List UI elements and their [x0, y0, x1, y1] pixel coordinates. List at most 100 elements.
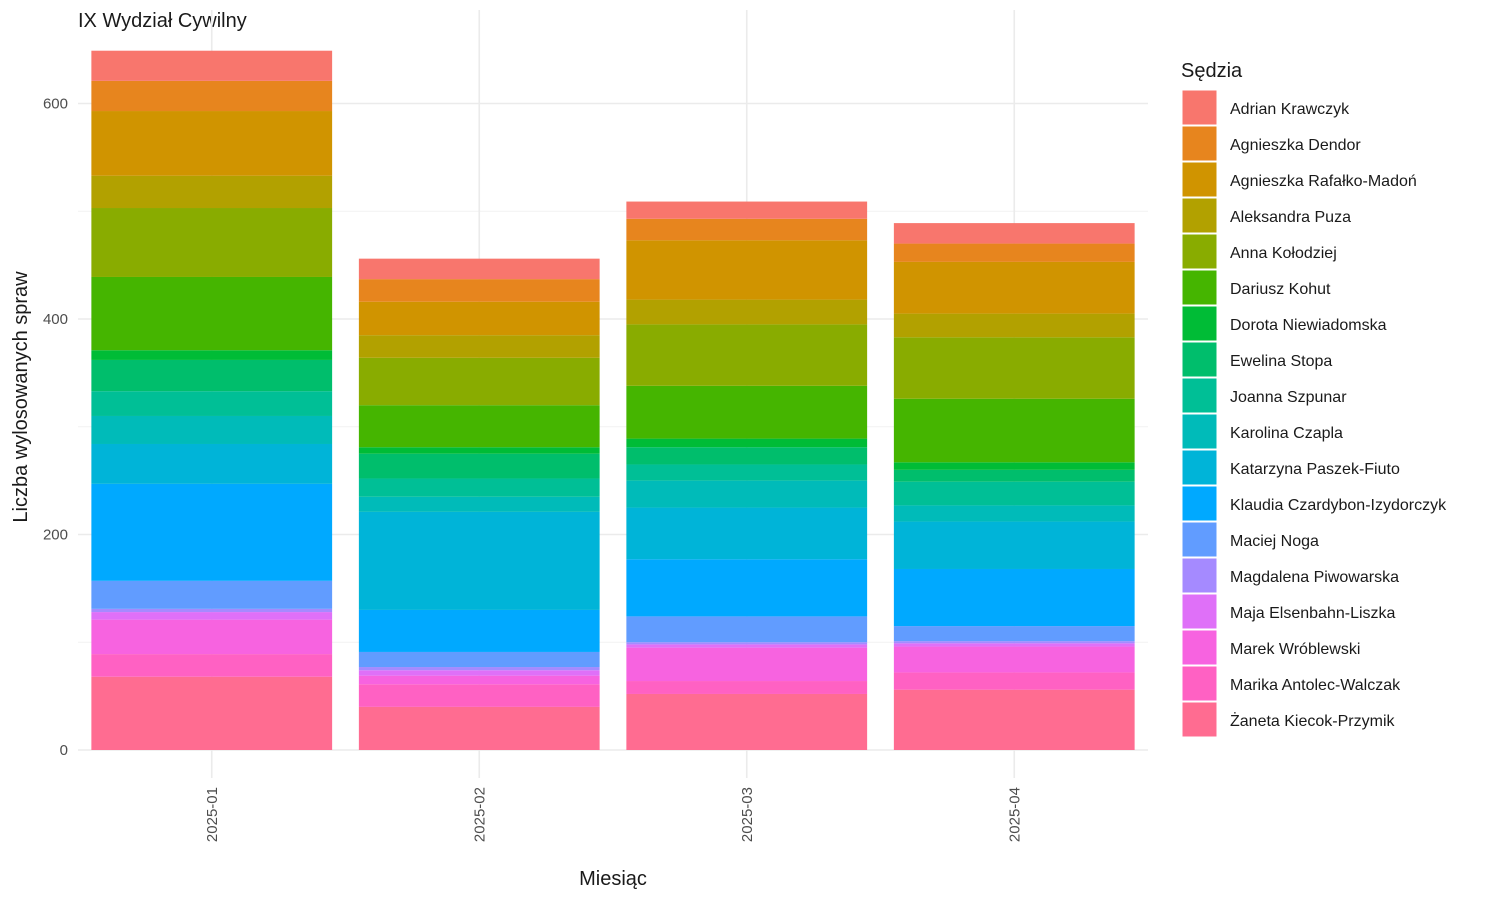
- legend-label-marika-antolec-walczak: Marika Antolec-Walczak: [1230, 677, 1401, 694]
- bar-segment-adrian-krawczyk-2025-03: [626, 201, 868, 219]
- bar-segment-magdalena-piwowarska-2025-02: [358, 667, 600, 671]
- legend-key-marek-wroblewski: [1181, 629, 1218, 666]
- legend-key-katarzyna-paszek-fiuto: [1181, 449, 1218, 486]
- bar-segment-klaudia-czardybon-izydorczyk-2025-04: [893, 568, 1135, 627]
- legend-label-magdalena-piwowarska: Magdalena Piwowarska: [1230, 569, 1399, 586]
- x-tick-label: 2025-02: [471, 787, 488, 842]
- bar-segment-adrian-krawczyk-2025-04: [893, 223, 1135, 244]
- bar-segment-marika-antolec-walczak-2025-03: [626, 681, 868, 694]
- legend-label-joanna-szpunar: Joanna Szpunar: [1230, 389, 1347, 406]
- x-axis-title: Miesiąc: [579, 868, 647, 890]
- bar-segment-aleksandra-puza-2025-03: [626, 299, 868, 325]
- bar-segment-maciej-noga-2025-04: [893, 626, 1135, 642]
- legend-key-karolina-czapla: [1181, 413, 1218, 450]
- bar-segment-agnieszka-dendor-2025-04: [893, 243, 1135, 262]
- bar-segment-karolina-czapla-2025-01: [91, 415, 333, 444]
- bar-segment-karolina-czapla-2025-02: [358, 496, 600, 512]
- bar-segment-maja-elsenbahn-liszka-2025-01: [91, 612, 333, 620]
- legend-key-joanna-szpunar: [1181, 377, 1218, 414]
- legend-label-maja-elsenbahn-liszka: Maja Elsenbahn-Liszka: [1230, 605, 1396, 622]
- bar-segment-marika-antolec-walczak-2025-02: [358, 684, 600, 707]
- legend-label-marek-wroblewski: Marek Wróblewski: [1230, 641, 1360, 658]
- bar-segment-marika-antolec-walczak-2025-04: [893, 672, 1135, 690]
- bars: [91, 50, 1135, 750]
- bar-segment-dariusz-kohut-2025-03: [626, 385, 868, 439]
- bar-segment-marek-wroblewski-2025-04: [893, 646, 1135, 673]
- bar-segment-katarzyna-paszek-fiuto-2025-02: [358, 511, 600, 610]
- legend-label-klaudia-czardybon-izydorczyk: Klaudia Czardybon-Izydorczyk: [1230, 497, 1447, 514]
- legend-key-adrian-krawczyk: [1181, 89, 1218, 126]
- bar-segment-katarzyna-paszek-fiuto-2025-04: [893, 521, 1135, 569]
- bar-segment-maciej-noga-2025-03: [626, 616, 868, 643]
- legend-label-aleksandra-puza: Aleksandra Puza: [1230, 209, 1351, 226]
- legend-key-agnieszka-rafalko-madon: [1181, 161, 1218, 198]
- y-axis-ticks: 0 200 400 600: [43, 96, 68, 760]
- chart-title: IX Wydział Cywilny: [78, 10, 247, 32]
- legend-key-magdalena-piwowarska: [1181, 557, 1218, 594]
- y-tick-label: 200: [43, 527, 68, 544]
- bar-segment-magdalena-piwowarska-2025-01: [91, 608, 333, 613]
- y-axis-title: Liczba wylosowanych spraw: [10, 271, 32, 523]
- bar-segment-klaudia-czardybon-izydorczyk-2025-03: [626, 559, 868, 617]
- bar-segment-agnieszka-rafalko-madon-2025-04: [893, 261, 1135, 314]
- legend-label-zaneta-kiecok-przymik: Żaneta Kiecok-Przymik: [1230, 711, 1395, 730]
- bar-segment-dorota-niewiadomska-2025-01: [91, 350, 333, 360]
- bar-segment-agnieszka-dendor-2025-02: [358, 279, 600, 302]
- bar-segment-zaneta-kiecok-przymik-2025-03: [626, 693, 868, 750]
- bar-segment-zaneta-kiecok-przymik-2025-02: [358, 706, 600, 750]
- bar-segment-joanna-szpunar-2025-04: [893, 481, 1135, 506]
- y-tick-label: 0: [60, 742, 68, 759]
- bar-segment-marek-wroblewski-2025-02: [358, 675, 600, 685]
- bar-segment-maja-elsenbahn-liszka-2025-03: [626, 644, 868, 648]
- legend-key-maciej-noga: [1181, 521, 1218, 558]
- legend-label-dorota-niewiadomska: Dorota Niewiadomska: [1230, 317, 1387, 334]
- legend-key-anna-kolodziej: [1181, 233, 1218, 270]
- bar-segment-aleksandra-puza-2025-02: [358, 335, 600, 358]
- x-tick-label: 2025-01: [204, 787, 221, 842]
- legend-key-dorota-niewiadomska: [1181, 305, 1218, 342]
- legend-key-agnieszka-dendor: [1181, 125, 1218, 162]
- bar-segment-aleksandra-puza-2025-04: [893, 313, 1135, 338]
- legend-label-agnieszka-dendor: Agnieszka Dendor: [1230, 137, 1361, 154]
- x-tick-label: 2025-03: [739, 787, 756, 842]
- bar-segment-ewelina-stopa-2025-01: [91, 359, 333, 392]
- legend-key-maja-elsenbahn-liszka: [1181, 593, 1218, 630]
- x-axis-ticks: 2025-01 2025-02 2025-03 2025-04: [204, 787, 1024, 842]
- bar-segment-magdalena-piwowarska-2025-04: [893, 641, 1135, 644]
- bar-segment-klaudia-czardybon-izydorczyk-2025-01: [91, 483, 333, 581]
- y-tick-label: 400: [43, 311, 68, 328]
- legend-label-anna-kolodziej: Anna Kołodziej: [1230, 245, 1337, 262]
- bar-segment-anna-kolodziej-2025-04: [893, 337, 1135, 399]
- bar-segment-anna-kolodziej-2025-03: [626, 324, 868, 386]
- legend-key-ewelina-stopa: [1181, 341, 1218, 378]
- legend-label-karolina-czapla: Karolina Czapla: [1230, 425, 1343, 442]
- bar-segment-katarzyna-paszek-fiuto-2025-03: [626, 507, 868, 560]
- bar-segment-dorota-niewiadomska-2025-04: [893, 462, 1135, 470]
- bar-segment-agnieszka-rafalko-madon-2025-02: [358, 301, 600, 336]
- bar-segment-marek-wroblewski-2025-03: [626, 647, 868, 682]
- bar-segment-agnieszka-dendor-2025-01: [91, 80, 333, 112]
- y-tick-label: 600: [43, 96, 68, 113]
- legend-key-aleksandra-puza: [1181, 197, 1218, 234]
- legend-key-zaneta-kiecok-przymik: [1181, 701, 1218, 738]
- bar-segment-karolina-czapla-2025-03: [626, 480, 868, 508]
- bar-segment-maciej-noga-2025-02: [358, 651, 600, 668]
- bar-segment-ewelina-stopa-2025-04: [893, 469, 1135, 482]
- bar-segment-maja-elsenbahn-liszka-2025-02: [358, 670, 600, 676]
- legend-label-maciej-noga: Maciej Noga: [1230, 533, 1319, 550]
- x-tick-label: 2025-04: [1006, 787, 1023, 842]
- bar-segment-zaneta-kiecok-przymik-2025-04: [893, 689, 1135, 750]
- bar-segment-adrian-krawczyk-2025-01: [91, 50, 333, 81]
- legend-label-katarzyna-paszek-fiuto: Katarzyna Paszek-Fiuto: [1230, 461, 1400, 478]
- bar-segment-dorota-niewiadomska-2025-03: [626, 438, 868, 448]
- bar-segment-maciej-noga-2025-01: [91, 580, 333, 609]
- bar-segment-karolina-czapla-2025-04: [893, 505, 1135, 522]
- bar-segment-agnieszka-rafalko-madon-2025-03: [626, 240, 868, 300]
- bar-segment-maja-elsenbahn-liszka-2025-04: [893, 643, 1135, 647]
- legend-title: Sędzia: [1181, 60, 1243, 82]
- bar-segment-aleksandra-puza-2025-01: [91, 175, 333, 209]
- bar-segment-joanna-szpunar-2025-03: [626, 464, 868, 481]
- bar-segment-ewelina-stopa-2025-03: [626, 447, 868, 465]
- legend-key-klaudia-czardybon-izydorczyk: [1181, 485, 1218, 522]
